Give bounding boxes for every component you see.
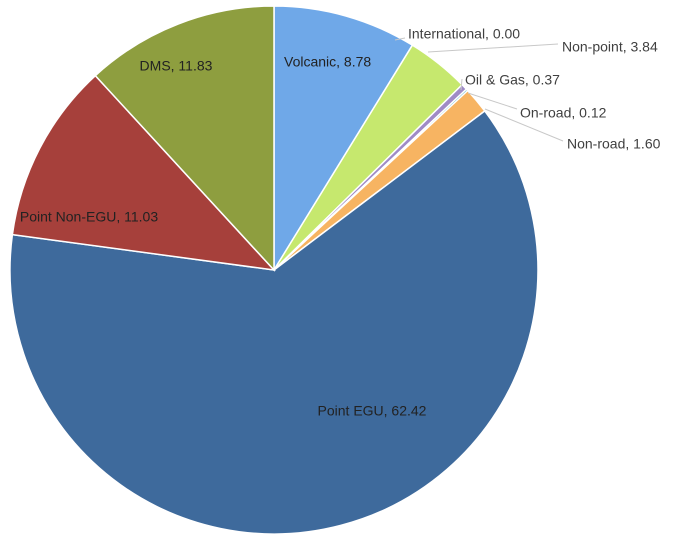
label-non-point: Non-point, 3.84 xyxy=(562,39,658,55)
pie-slices xyxy=(9,5,539,534)
leader-non-road xyxy=(484,108,564,142)
label-non-road: Non-road, 1.60 xyxy=(567,136,661,152)
leader-non-point xyxy=(427,43,559,53)
label-point-egu: Point EGU, 62.42 xyxy=(318,403,427,419)
label-international: International, 0.00 xyxy=(408,26,520,42)
label-on-road: On-road, 0.12 xyxy=(520,105,607,121)
label-point-non-egu: Point Non-EGU, 11.03 xyxy=(20,209,158,225)
leader-on-road xyxy=(467,92,518,110)
slice-volcanic xyxy=(273,5,414,273)
slice-dms xyxy=(94,5,275,272)
leader-international xyxy=(394,37,406,41)
leader-lines xyxy=(394,37,564,142)
slice-point-egu xyxy=(9,109,539,534)
label-dms: DMS, 11.83 xyxy=(140,58,213,74)
label-oil-gas: Oil & Gas, 0.37 xyxy=(465,72,560,88)
slice-labels: Volcanic, 8.78 International, 0.00 Non-poi… xyxy=(20,26,661,419)
label-volcanic: Volcanic, 8.78 xyxy=(284,54,371,70)
slice-point-non-egu xyxy=(11,74,276,272)
leader-oil-gas xyxy=(460,78,463,91)
